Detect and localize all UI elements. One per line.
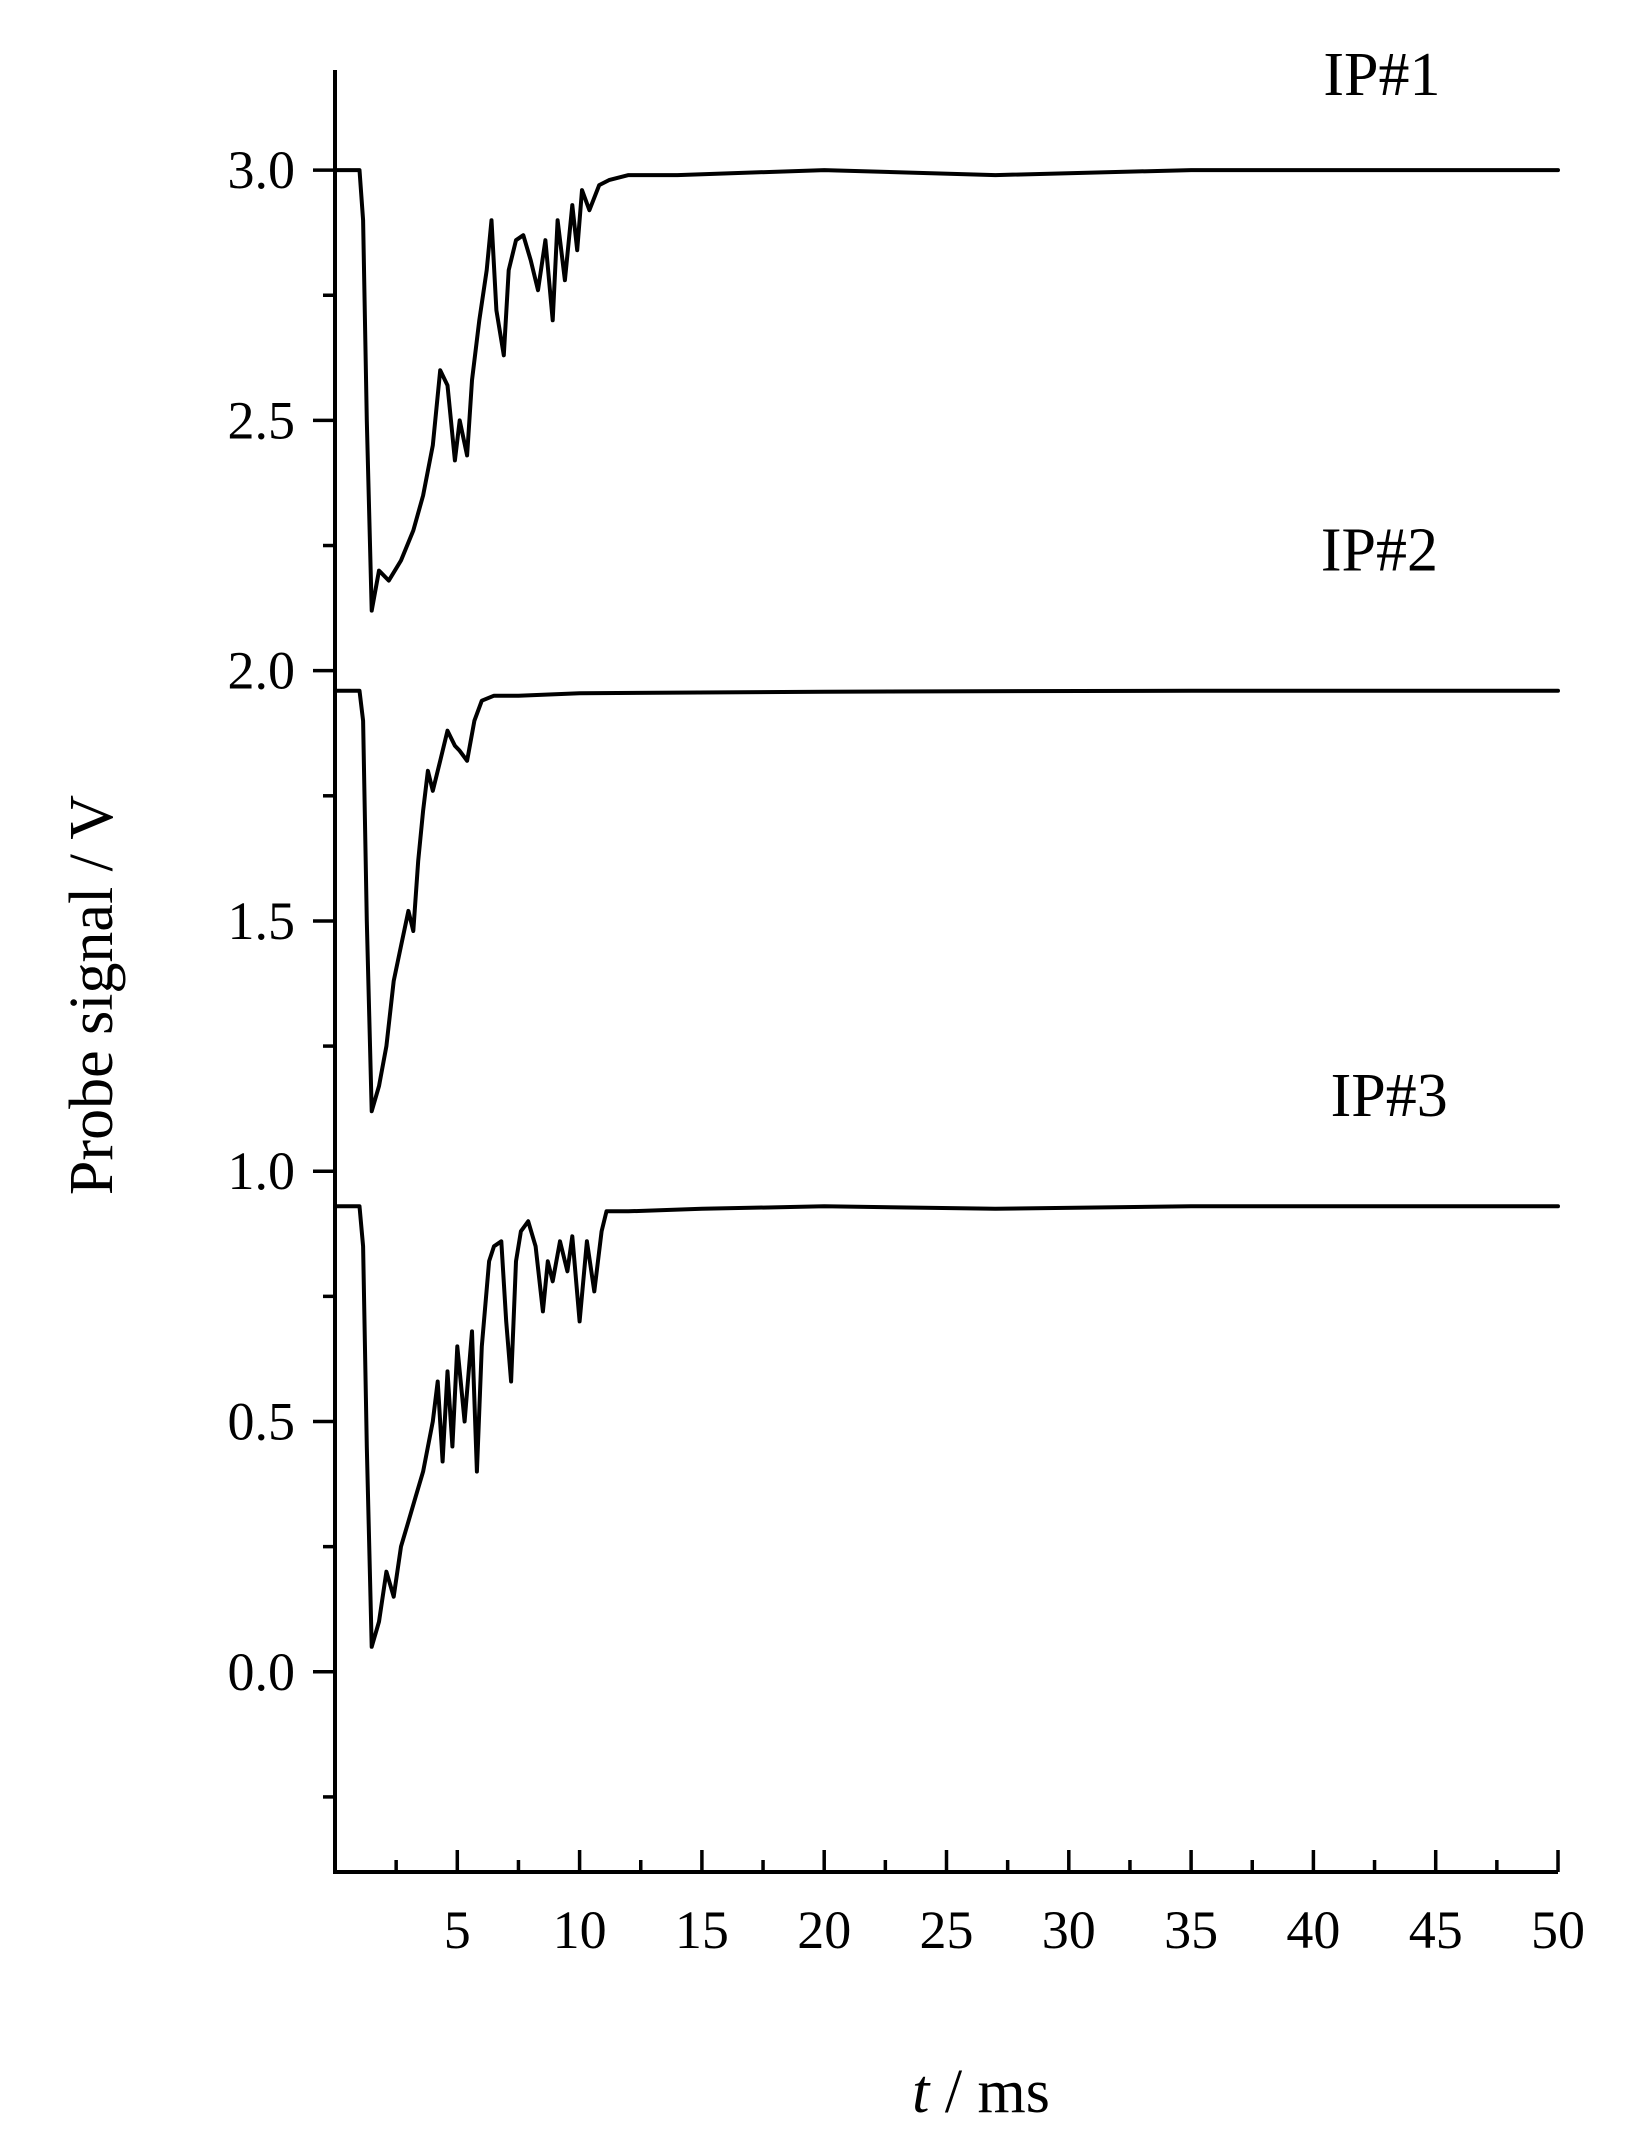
series-line-ip3 [333, 1204, 1560, 1649]
series-line-ip2 [333, 688, 1560, 1114]
x-tick-label: 35 [1164, 1900, 1218, 1960]
y-tick-label: 2.0 [228, 641, 296, 701]
major-ticks [313, 168, 1560, 1872]
x-axis-title-variable: t [912, 2058, 931, 2126]
tick-labels: 5 10 15 20 25 30 35 40 45 50 0.0 0.5 1.0 1.5 2.0 2.5 3.0 [228, 140, 1586, 1960]
x-tick-label: 25 [920, 1900, 974, 1960]
x-tick-label: 10 [553, 1900, 607, 1960]
x-tick-label: 50 [1531, 1900, 1585, 1960]
x-tick-label: 40 [1286, 1900, 1340, 1960]
series-line-ip1 [333, 168, 1560, 613]
x-axis-title: t / ms [912, 2058, 1050, 2126]
y-axis-title: Probe signal / V [58, 795, 126, 1195]
x-axis-title-unit: / ms [929, 2058, 1050, 2126]
series-labels: IP#1 IP#2 IP#3 [1321, 41, 1448, 1130]
series-group [333, 168, 1560, 1649]
series-label-ip2: IP#2 [1321, 517, 1438, 585]
series-label-ip3: IP#3 [1331, 1062, 1448, 1130]
plot-axes [333, 70, 1558, 1874]
y-tick-label: 3.0 [228, 140, 296, 200]
y-tick-label: 1.0 [228, 1141, 296, 1201]
y-tick-label: 0.5 [228, 1392, 296, 1452]
y-tick-label: 0.0 [228, 1642, 296, 1702]
x-tick-label: 20 [797, 1900, 851, 1960]
x-tick-label: 45 [1409, 1900, 1463, 1960]
y-tick-label: 2.5 [228, 390, 296, 450]
series-label-ip1: IP#1 [1323, 41, 1440, 109]
x-tick-label: 30 [1042, 1900, 1096, 1960]
y-tick-label: 1.5 [228, 891, 296, 951]
x-tick-label: 5 [444, 1900, 471, 1960]
x-tick-label: 15 [675, 1900, 729, 1960]
